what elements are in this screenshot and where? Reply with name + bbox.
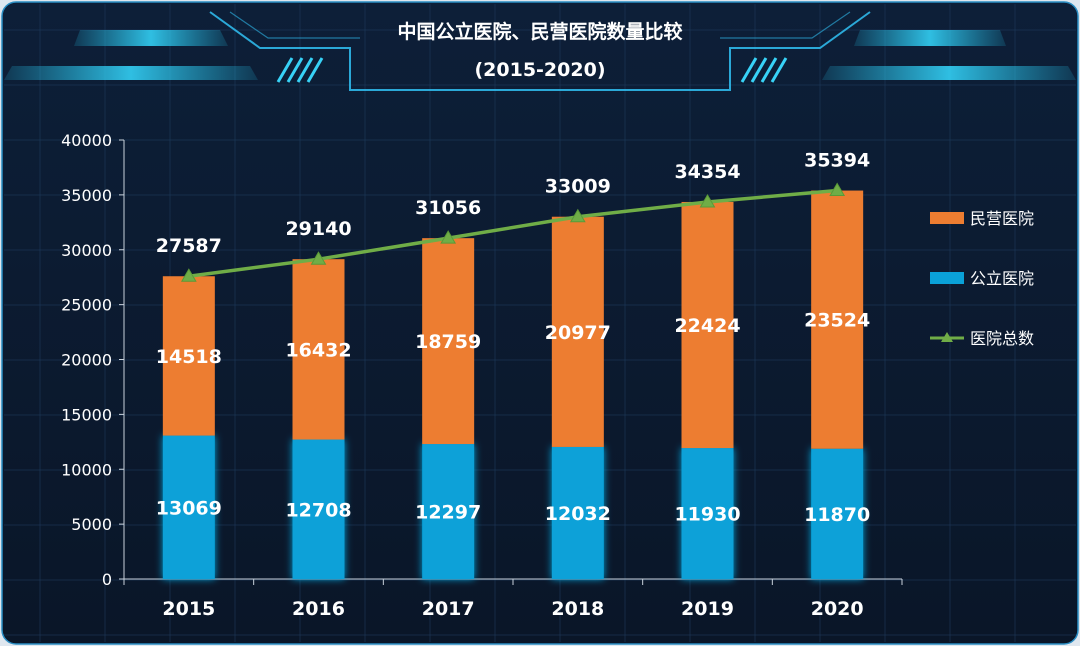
label-public-2019: 11930 bbox=[674, 504, 740, 526]
total-point-2018 bbox=[569, 208, 586, 223]
label-public-2018: 12032 bbox=[545, 503, 611, 525]
bar-public-2020 bbox=[811, 448, 864, 579]
label-public-2020: 11870 bbox=[804, 504, 870, 526]
y-tick-label-2: 10000 bbox=[61, 460, 112, 479]
bar-private-2020 bbox=[811, 190, 864, 449]
label-private-2020: 23524 bbox=[804, 310, 870, 332]
label-public-2016: 12708 bbox=[285, 499, 351, 521]
label-total-2019: 34354 bbox=[674, 161, 740, 183]
total-point-2020 bbox=[829, 182, 846, 197]
label-public-2015: 13069 bbox=[156, 497, 222, 519]
label-private-2017: 18759 bbox=[415, 331, 481, 353]
total-point-2015 bbox=[180, 268, 197, 282]
bar-private-2017 bbox=[422, 238, 475, 445]
label-total-2016: 29140 bbox=[285, 218, 351, 240]
bar-private-2016 bbox=[292, 259, 345, 440]
total-point-2016 bbox=[310, 251, 327, 265]
bar-public-2018 bbox=[551, 446, 604, 579]
label-private-2018: 20977 bbox=[545, 322, 611, 344]
legend-label-2: 医院总数 bbox=[970, 329, 1034, 348]
y-tick-label-5: 25000 bbox=[61, 296, 112, 315]
total-series-line bbox=[188, 188, 838, 278]
bar-public-2016 bbox=[292, 439, 345, 579]
y-tick-label-1: 5000 bbox=[71, 515, 112, 534]
y-tick-label-6: 30000 bbox=[61, 241, 112, 260]
x-tick-label-2015: 2015 bbox=[162, 598, 215, 620]
legend-label-1: 公立医院 bbox=[970, 269, 1034, 288]
total-line: 27587 29140 31056 33009 34354 35394 bbox=[156, 150, 870, 282]
label-total-2018: 33009 bbox=[545, 176, 611, 198]
total-point-2017 bbox=[440, 230, 457, 244]
x-tick-label-2018: 2018 bbox=[551, 598, 604, 620]
label-private-2015: 14518 bbox=[156, 346, 222, 368]
legend-swatch-1 bbox=[930, 272, 964, 284]
x-tick-label-2019: 2019 bbox=[681, 598, 734, 620]
bar-private-2015 bbox=[162, 276, 215, 436]
bar-public-2017 bbox=[422, 444, 475, 579]
label-total-2020: 35394 bbox=[804, 150, 870, 172]
label-private-2019: 22424 bbox=[674, 315, 740, 337]
bars bbox=[162, 190, 864, 579]
x-tick-label-2016: 2016 bbox=[292, 598, 345, 620]
chart-title: 中国公立医院、民营医院数量比较 bbox=[397, 20, 682, 43]
bar-labels: 13069 14518 12708 16432 12297 18759 12032 20977… bbox=[156, 310, 870, 526]
bar-private-2019 bbox=[681, 201, 734, 449]
chart-subtitle: (2015-2020) bbox=[474, 59, 605, 81]
bar-public-2015 bbox=[162, 435, 215, 579]
y-tick-label-8: 40000 bbox=[61, 131, 112, 150]
legend-swatch-0 bbox=[930, 212, 964, 224]
header-decoration bbox=[4, 11, 1076, 91]
label-public-2017: 12297 bbox=[415, 502, 481, 524]
label-total-2015: 27587 bbox=[156, 235, 222, 257]
y-tick-label-7: 35000 bbox=[61, 186, 112, 205]
axes: 0 5000 10000 15000 20000 25000 30000 35000 40000… bbox=[61, 131, 903, 620]
label-private-2016: 16432 bbox=[285, 339, 351, 361]
bar-public-2019 bbox=[681, 448, 734, 579]
legend-label-0: 民营医院 bbox=[970, 209, 1034, 228]
label-total-2017: 31056 bbox=[415, 197, 481, 219]
x-tick-label-2017: 2017 bbox=[422, 598, 475, 620]
y-tick-label-3: 15000 bbox=[61, 405, 112, 424]
x-tick-label-2020: 2020 bbox=[811, 598, 864, 620]
total-point-2019 bbox=[699, 193, 716, 208]
y-tick-label-0: 0 bbox=[102, 570, 112, 589]
y-tick-label-4: 20000 bbox=[61, 351, 112, 370]
bar-private-2018 bbox=[551, 216, 604, 447]
